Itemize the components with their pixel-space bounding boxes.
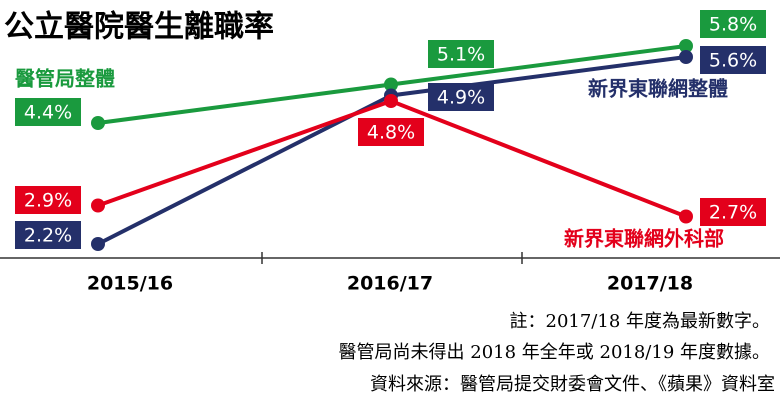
data-point — [384, 77, 398, 92]
note: 註：2017/18 年度為最新數字。 — [510, 311, 771, 332]
value-label-box — [15, 221, 81, 249]
chart-title: 公立醫院醫生離職率 — [4, 10, 274, 45]
data-point — [384, 94, 398, 108]
value-label-box — [700, 198, 766, 226]
data-point — [91, 237, 105, 251]
series-label: 醫管局整體 — [15, 67, 115, 91]
data-point — [91, 198, 105, 213]
value-label-box — [700, 10, 766, 38]
value-label-box — [428, 83, 494, 111]
value-label: 5.1% — [437, 44, 485, 66]
data-point — [679, 209, 693, 224]
x-tick-label: 2016/17 — [347, 273, 433, 295]
note: 資料來源：醫管局提交財委會文件、《蘋果》資料室 — [370, 374, 775, 395]
data-point — [91, 116, 105, 130]
value-label-box — [700, 46, 766, 74]
value-label: 5.6% — [709, 50, 757, 72]
x-tick-label: 2017/18 — [607, 273, 693, 295]
value-label: 4.4% — [24, 102, 72, 124]
value-label: 4.8% — [367, 122, 415, 144]
value-label: 2.9% — [24, 190, 72, 212]
value-label-box — [15, 98, 81, 126]
value-label-box — [358, 118, 424, 146]
value-label-box — [15, 186, 81, 214]
value-label: 5.8% — [709, 14, 757, 36]
data-point — [679, 39, 693, 53]
series-label: 新界東聯網外科部 — [564, 227, 724, 251]
value-label: 2.7% — [709, 202, 757, 224]
value-label-box — [428, 40, 494, 68]
x-tick-label: 2015/16 — [87, 273, 173, 295]
data-point — [679, 50, 693, 64]
value-label: 4.9% — [437, 87, 485, 109]
value-label: 2.2% — [24, 225, 72, 247]
series-label: 新界東聯網整體 — [588, 77, 728, 101]
note: 醫管局尚未得出 2018 年全年或 2018/19 年度數據。 — [339, 342, 770, 363]
